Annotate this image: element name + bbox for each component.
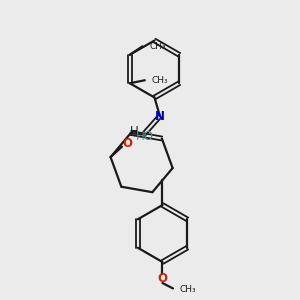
Text: O: O	[158, 272, 167, 285]
Text: CH₃: CH₃	[152, 76, 168, 85]
Text: CH₃: CH₃	[149, 42, 166, 51]
Text: N: N	[155, 110, 165, 123]
Text: O: O	[122, 137, 132, 150]
Text: H: H	[130, 125, 139, 138]
Text: HO: HO	[136, 130, 154, 142]
Text: CH₃: CH₃	[180, 284, 196, 293]
